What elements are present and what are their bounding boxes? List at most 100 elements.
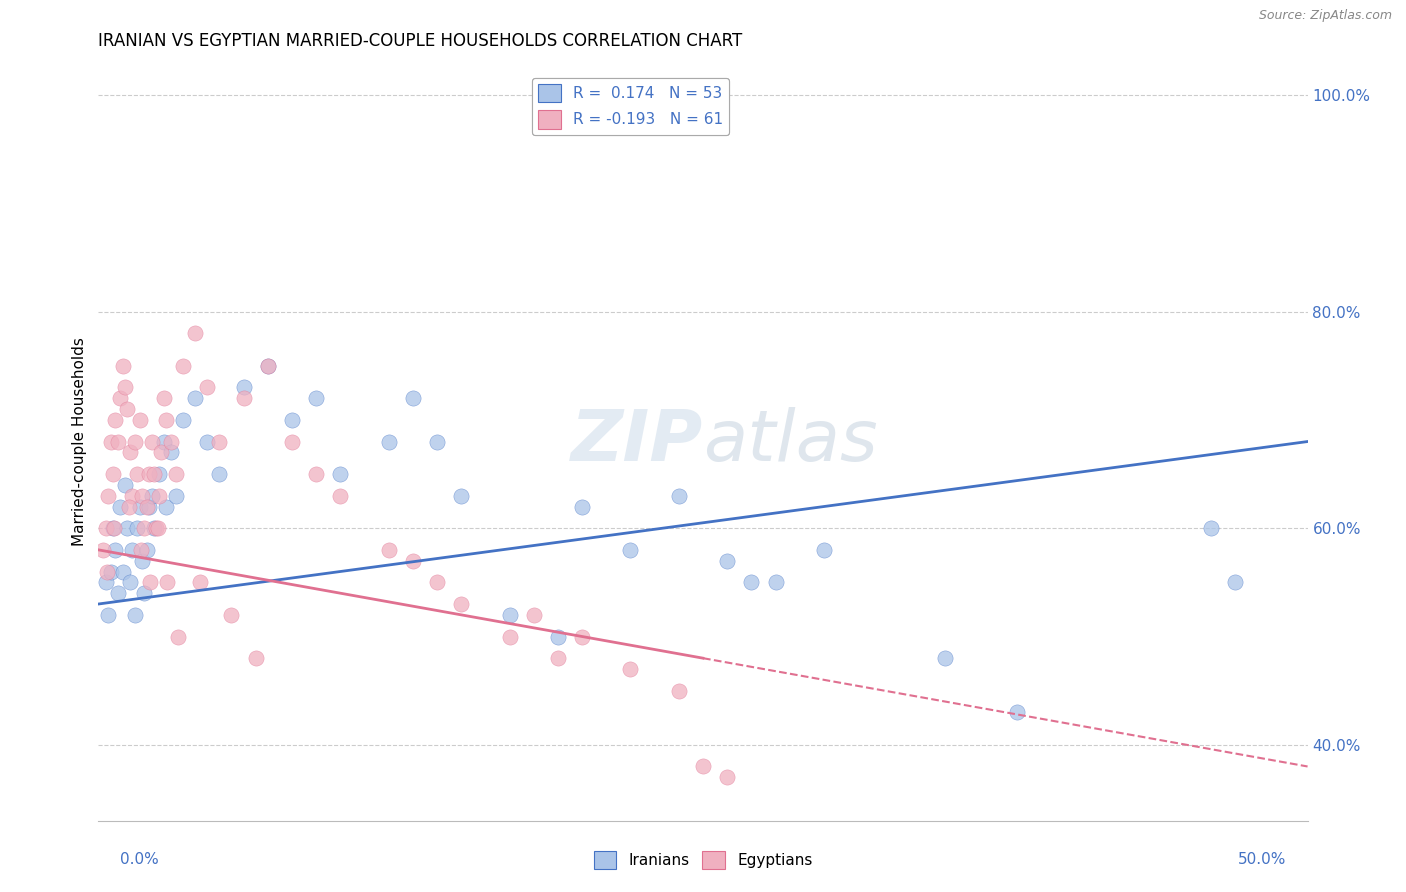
Point — [402, 391, 425, 405]
Y-axis label: Married-couple Households: Married-couple Households — [72, 337, 87, 546]
Point — [1199, 521, 1222, 535]
Point — [96, 565, 118, 579]
Point — [100, 434, 122, 449]
Point — [156, 575, 179, 590]
Point — [148, 467, 170, 481]
Point — [172, 359, 194, 373]
Point — [256, 359, 278, 373]
Legend: R =  0.174   N = 53, R = -0.193   N = 61: R = 0.174 N = 53, R = -0.193 N = 61 — [531, 78, 730, 135]
Point — [245, 651, 267, 665]
Point — [692, 759, 714, 773]
Point — [547, 630, 569, 644]
Point — [97, 607, 120, 622]
Point — [765, 575, 787, 590]
Point — [97, 489, 120, 503]
Point — [143, 521, 166, 535]
Point — [121, 542, 143, 557]
Text: IRANIAN VS EGYPTIAN MARRIED-COUPLE HOUSEHOLDS CORRELATION CHART: IRANIAN VS EGYPTIAN MARRIED-COUPLE HOUSE… — [98, 32, 742, 50]
Point — [111, 359, 134, 373]
Point — [118, 445, 141, 459]
Point — [619, 662, 641, 676]
Point — [94, 521, 117, 535]
Point — [155, 413, 177, 427]
Point — [145, 521, 167, 535]
Point — [547, 651, 569, 665]
Text: ZIP: ZIP — [571, 407, 703, 476]
Point — [143, 467, 166, 481]
Point — [256, 359, 278, 373]
Point — [135, 542, 157, 557]
Point — [184, 326, 207, 341]
Point — [121, 489, 143, 503]
Point — [104, 413, 127, 427]
Point — [426, 434, 449, 449]
Point — [124, 434, 146, 449]
Point — [716, 554, 738, 568]
Point — [128, 500, 150, 514]
Point — [131, 489, 153, 503]
Point — [108, 500, 131, 514]
Point — [135, 500, 157, 514]
Point — [127, 521, 149, 535]
Point — [114, 478, 136, 492]
Text: atlas: atlas — [703, 407, 877, 476]
Point — [740, 575, 762, 590]
Point — [208, 467, 231, 481]
Point — [134, 521, 156, 535]
Text: 50.0%: 50.0% — [1239, 852, 1286, 867]
Point — [152, 391, 174, 405]
Point — [150, 445, 173, 459]
Point — [167, 630, 190, 644]
Point — [195, 434, 218, 449]
Point — [281, 413, 304, 427]
Point — [129, 542, 152, 557]
Point — [184, 391, 207, 405]
Point — [100, 565, 122, 579]
Point — [134, 586, 156, 600]
Text: Source: ZipAtlas.com: Source: ZipAtlas.com — [1258, 9, 1392, 22]
Point — [1223, 575, 1246, 590]
Point — [118, 500, 141, 514]
Point — [668, 683, 690, 698]
Point — [716, 770, 738, 784]
Legend: Iranians, Egyptians: Iranians, Egyptians — [588, 845, 818, 875]
Point — [165, 467, 187, 481]
Point — [165, 489, 187, 503]
Point — [281, 434, 304, 449]
Point — [160, 445, 183, 459]
Point — [195, 380, 218, 394]
Point — [523, 607, 546, 622]
Point — [619, 542, 641, 557]
Point — [1007, 706, 1029, 720]
Point — [498, 607, 520, 622]
Point — [232, 391, 254, 405]
Point — [127, 467, 149, 481]
Point — [141, 434, 163, 449]
Point — [160, 434, 183, 449]
Point — [450, 597, 472, 611]
Point — [155, 500, 177, 514]
Point — [94, 575, 117, 590]
Point — [141, 489, 163, 503]
Text: 0.0%: 0.0% — [120, 852, 159, 867]
Point — [103, 521, 125, 535]
Point — [305, 467, 328, 481]
Point — [402, 554, 425, 568]
Point — [305, 391, 328, 405]
Point — [104, 542, 127, 557]
Point — [107, 586, 129, 600]
Point — [498, 630, 520, 644]
Point — [450, 489, 472, 503]
Point — [128, 413, 150, 427]
Point — [571, 500, 593, 514]
Point — [571, 630, 593, 644]
Point — [91, 542, 114, 557]
Point — [221, 607, 243, 622]
Point — [329, 489, 352, 503]
Point — [117, 521, 139, 535]
Point — [138, 500, 160, 514]
Point — [146, 521, 169, 535]
Point — [1260, 824, 1282, 838]
Point — [108, 391, 131, 405]
Point — [813, 542, 835, 557]
